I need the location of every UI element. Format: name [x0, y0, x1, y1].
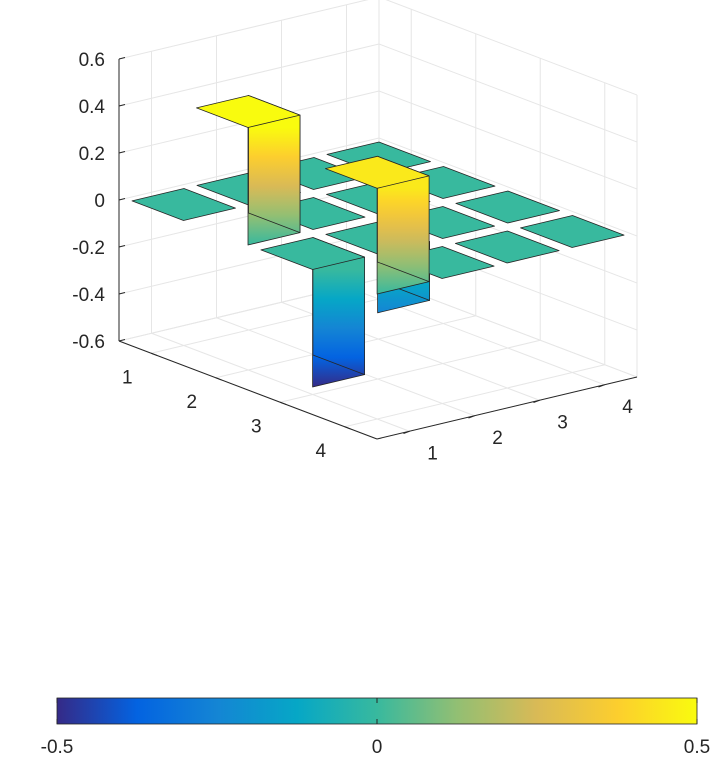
- row-tick: [215, 377, 222, 381]
- tick-labels: -0.6 -0.4 -0.2 0 0.2 0.4 0.6 1 2 3 4 1 2 3 4: [72, 50, 633, 464]
- grid-line: [378, 137, 638, 237]
- colorbar-tick-label: 0.5: [684, 737, 710, 758]
- z-tick: [118, 57, 126, 60]
- grid-line: [378, 90, 638, 190]
- grid-line: [151, 332, 410, 432]
- bar-r3-c4: [455, 190, 560, 224]
- bar-r2-c1: [196, 95, 301, 246]
- z-tick-label: -0.6: [72, 332, 105, 353]
- colorbar-tick-label: -0.5: [41, 737, 74, 758]
- colorbar-tick-label: 0: [372, 737, 383, 758]
- bar-top: [131, 188, 236, 221]
- col-tick-label: 2: [492, 428, 503, 449]
- axes: [118, 57, 638, 440]
- bar-top: [260, 237, 366, 270]
- z-tick: [118, 198, 126, 201]
- grid-line: [385, 0, 638, 96]
- bar-top: [455, 190, 560, 224]
- z-tick: [118, 292, 126, 295]
- col-tick-label: 4: [622, 397, 633, 418]
- z-tick-label: 0.2: [79, 144, 105, 165]
- bar-r4-c1: [324, 155, 430, 295]
- grid-line: [118, 231, 380, 295]
- z-tick-label: 0: [94, 191, 105, 212]
- grid-line: [151, 290, 412, 354]
- z-tick-label: 0.4: [79, 97, 106, 118]
- bar-top: [196, 95, 301, 128]
- row-tick-label: 1: [122, 367, 133, 388]
- col-tick: [468, 415, 475, 419]
- row-tick-label: 4: [315, 441, 326, 462]
- bar-r1-c1: [131, 188, 236, 221]
- col-tick: [403, 430, 410, 435]
- row-tick: [280, 401, 287, 406]
- row-tick: [344, 426, 351, 430]
- col-tick-label: 3: [557, 412, 568, 433]
- col-axis-line: [376, 376, 638, 440]
- z-tick-label: -0.4: [72, 285, 105, 306]
- bar-top: [520, 215, 625, 248]
- col-tick-label: 1: [427, 443, 438, 464]
- row-tick-label: 2: [186, 392, 197, 413]
- z-tick: [118, 151, 126, 154]
- bar-top: [454, 230, 560, 264]
- grid-line: [280, 339, 541, 403]
- bar-top: [324, 155, 430, 189]
- grid-line: [378, 43, 638, 143]
- grid-line: [344, 364, 605, 428]
- z-tick: [118, 104, 126, 107]
- row-tick-label: 3: [251, 416, 262, 437]
- col-tick: [533, 399, 540, 404]
- z-tick: [118, 339, 126, 342]
- z-tick-label: 0.6: [79, 50, 105, 71]
- row-axis-line: [118, 340, 378, 440]
- col-tick: [598, 384, 605, 388]
- bar-r3-c1: [260, 237, 366, 388]
- bar-r4-c3: [454, 230, 560, 264]
- colorbar: -0.5 0 0.5: [41, 697, 710, 758]
- bar-r4-c4: [520, 215, 625, 248]
- grid-line: [118, 0, 369, 60]
- z-tick-label: -0.2: [72, 238, 105, 259]
- grid-line: [118, 43, 380, 107]
- bars: [131, 95, 625, 388]
- z-tick: [118, 245, 126, 248]
- row-tick: [151, 352, 158, 357]
